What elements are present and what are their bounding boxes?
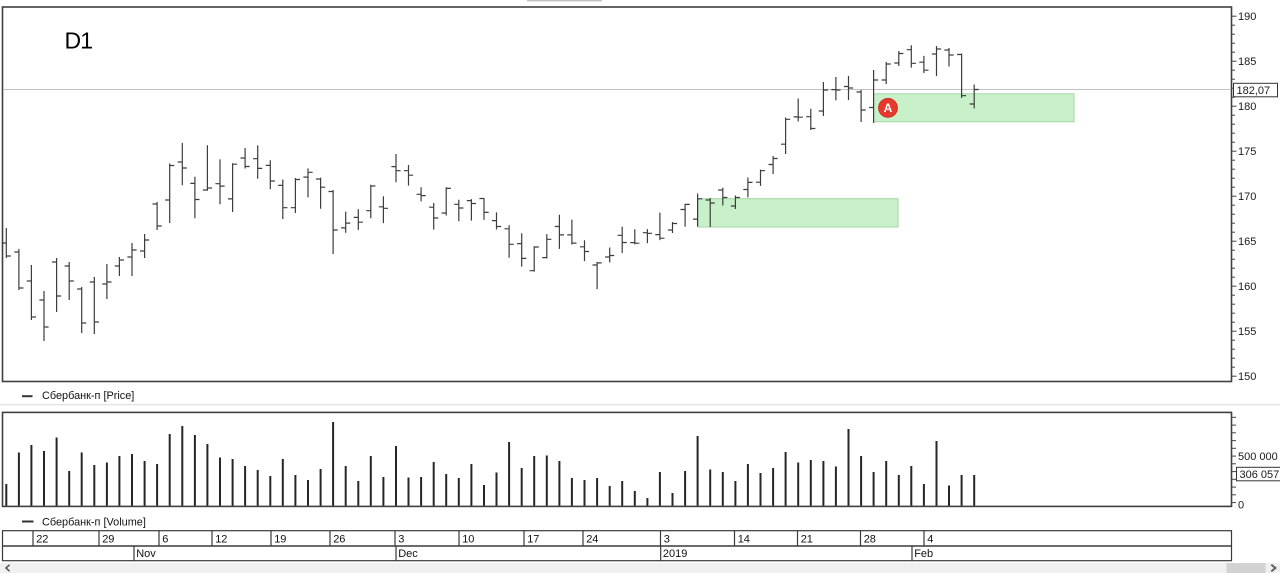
svg-text:182,07: 182,07 — [1237, 85, 1271, 97]
svg-text:185: 185 — [1238, 56, 1256, 68]
svg-text:0: 0 — [1238, 499, 1244, 511]
svg-text:17: 17 — [527, 533, 539, 545]
svg-text:A: A — [884, 101, 893, 115]
svg-text:4: 4 — [927, 533, 933, 545]
svg-text:3: 3 — [398, 533, 404, 545]
svg-text:Nov: Nov — [136, 548, 156, 560]
svg-text:Сбербанк-п [Volume]: Сбербанк-п [Volume] — [42, 517, 146, 529]
svg-text:24: 24 — [586, 533, 598, 545]
svg-text:19: 19 — [274, 533, 286, 545]
svg-text:150: 150 — [1238, 371, 1256, 383]
svg-text:155: 155 — [1238, 326, 1256, 338]
svg-text:2019: 2019 — [663, 548, 687, 560]
svg-text:180: 180 — [1238, 101, 1256, 113]
svg-text:175: 175 — [1238, 146, 1256, 158]
svg-text:29: 29 — [102, 533, 114, 545]
svg-text:10: 10 — [462, 533, 474, 545]
svg-text:3: 3 — [664, 533, 670, 545]
svg-text:14: 14 — [738, 533, 750, 545]
svg-text:28: 28 — [864, 533, 876, 545]
svg-text:165: 165 — [1238, 236, 1256, 248]
svg-text:500 000: 500 000 — [1238, 451, 1278, 463]
svg-text:D1: D1 — [65, 27, 93, 53]
svg-text:190: 190 — [1238, 11, 1256, 23]
svg-text:Сбербанк-п [Price]: Сбербанк-п [Price] — [42, 390, 134, 402]
svg-text:Feb: Feb — [914, 548, 933, 560]
svg-text:Dec: Dec — [398, 548, 418, 560]
svg-text:6: 6 — [162, 533, 168, 545]
svg-text:22: 22 — [36, 533, 48, 545]
svg-text:26: 26 — [333, 533, 345, 545]
svg-text:21: 21 — [801, 533, 813, 545]
svg-text:160: 160 — [1238, 281, 1256, 293]
svg-text:12: 12 — [215, 533, 227, 545]
svg-text:306 057: 306 057 — [1240, 469, 1280, 481]
svg-text:170: 170 — [1238, 191, 1256, 203]
